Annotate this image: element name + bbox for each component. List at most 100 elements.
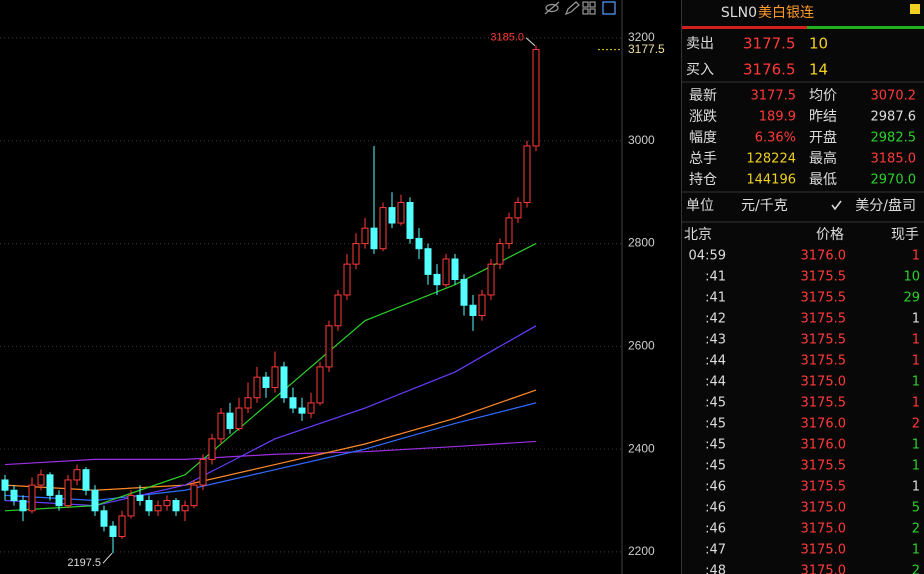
toolbar[interactable] bbox=[544, 1, 616, 16]
candle-body bbox=[523, 145, 531, 203]
candle-body bbox=[73, 469, 81, 481]
y-tick-label: 3200 bbox=[628, 30, 655, 44]
trade-price: 3175.0 bbox=[801, 543, 847, 558]
candle-body bbox=[190, 484, 198, 507]
trade-volume: 1 bbox=[912, 333, 920, 348]
bid-ask-bar-red bbox=[682, 26, 807, 29]
last-price-label: 3177.5 bbox=[628, 42, 665, 56]
y-tick-label: 2200 bbox=[628, 544, 655, 558]
stat-label: 涨跌 bbox=[689, 109, 717, 125]
trade-price: 3175.0 bbox=[801, 501, 847, 516]
candle-body bbox=[19, 500, 27, 512]
trade-time: 04:59 bbox=[689, 249, 726, 264]
candle-body bbox=[460, 279, 468, 306]
trade-volume: 1 bbox=[912, 249, 920, 264]
trade-volume: 5 bbox=[912, 501, 920, 516]
trade-volume: 1 bbox=[912, 354, 920, 369]
candle-body bbox=[10, 489, 18, 502]
candle-body bbox=[370, 227, 378, 250]
grid-icon bbox=[589, 1, 596, 8]
stat-label: 幅度 bbox=[689, 130, 717, 146]
stat-label: 持仓 bbox=[689, 172, 717, 188]
eye-icon[interactable] bbox=[545, 3, 559, 13]
trade-volume: 1 bbox=[912, 459, 920, 474]
trade-volume: 10 bbox=[903, 270, 920, 285]
y-tick-label: 3000 bbox=[628, 133, 655, 147]
trade-time: :45 bbox=[705, 417, 726, 432]
trade-time: :45 bbox=[705, 438, 726, 453]
ask-label: 卖出 bbox=[686, 36, 714, 52]
stat-value: 2987.6 bbox=[871, 110, 917, 125]
candle-body bbox=[46, 474, 54, 496]
candle-body bbox=[487, 263, 495, 296]
menu-icon[interactable] bbox=[910, 4, 920, 14]
stat-label: 总手 bbox=[689, 151, 717, 167]
candle-body bbox=[181, 505, 189, 512]
trade-header: 价格 bbox=[816, 227, 844, 243]
stat-label: 最新 bbox=[689, 88, 717, 104]
trade-price: 3175.5 bbox=[801, 396, 847, 411]
trade-time: :46 bbox=[705, 501, 726, 516]
candle-body bbox=[469, 304, 477, 317]
candle-body bbox=[199, 458, 207, 486]
stat-value: 189.9 bbox=[759, 110, 796, 125]
trade-price: 3175.5 bbox=[801, 354, 847, 369]
unit-label: 单位 bbox=[686, 198, 714, 214]
candle-body bbox=[433, 273, 441, 286]
y-tick-label: 2800 bbox=[628, 236, 655, 250]
ask-volume: 10 bbox=[809, 35, 828, 53]
trade-time: :43 bbox=[705, 333, 726, 348]
candle-body bbox=[514, 201, 522, 219]
trade-volume: 2 bbox=[912, 564, 920, 574]
check-icon bbox=[831, 200, 842, 211]
candle-body bbox=[316, 366, 324, 404]
candle-body bbox=[451, 258, 459, 281]
candle-body bbox=[163, 500, 171, 507]
candle-body bbox=[127, 494, 135, 517]
candle-body bbox=[334, 294, 342, 327]
stat-label: 最低 bbox=[809, 172, 837, 188]
trade-time: :41 bbox=[705, 270, 726, 285]
trade-volume: 2 bbox=[912, 417, 920, 432]
candle-body bbox=[379, 207, 387, 250]
candle-body bbox=[208, 438, 216, 460]
trade-volume: 1 bbox=[912, 375, 920, 390]
trade-time: :48 bbox=[705, 564, 726, 574]
candle-body bbox=[217, 412, 225, 440]
extreme-label: 3185.0 bbox=[490, 32, 524, 44]
candle-body bbox=[244, 397, 252, 409]
grid-icon bbox=[589, 8, 596, 15]
trade-price: 3175.0 bbox=[801, 375, 847, 390]
candle-body bbox=[235, 407, 243, 430]
trade-volume: 29 bbox=[903, 291, 920, 306]
candle-body bbox=[289, 397, 297, 409]
name: 美白银连 bbox=[758, 5, 814, 21]
candle-body bbox=[352, 243, 360, 265]
candle-body bbox=[532, 49, 540, 147]
moving-average-line bbox=[4, 440, 537, 466]
trade-price: 3175.5 bbox=[801, 459, 847, 474]
trade-header: 北京 bbox=[684, 227, 712, 243]
bid-price: 3176.5 bbox=[743, 61, 796, 79]
candle-body bbox=[298, 407, 306, 414]
window-icon[interactable] bbox=[602, 1, 616, 15]
candle-body bbox=[325, 325, 333, 368]
eye-icon-slash bbox=[544, 1, 560, 15]
candle-body bbox=[91, 489, 99, 512]
trade-volume: 2 bbox=[912, 522, 920, 537]
candle-body bbox=[253, 376, 261, 399]
grid-icon[interactable] bbox=[582, 1, 589, 8]
pencil-icon[interactable] bbox=[564, 1, 580, 16]
trade-time: :44 bbox=[705, 375, 726, 390]
candle-body bbox=[262, 376, 270, 388]
trade-time: :41 bbox=[705, 291, 726, 306]
trade-price: 3175.5 bbox=[801, 270, 847, 285]
y-tick-label: 2400 bbox=[628, 441, 655, 455]
candle-body bbox=[280, 366, 288, 399]
candle-body bbox=[154, 505, 162, 512]
unit-right: 美分/盘司 bbox=[855, 197, 916, 214]
stat-value: 2982.5 bbox=[871, 131, 917, 146]
